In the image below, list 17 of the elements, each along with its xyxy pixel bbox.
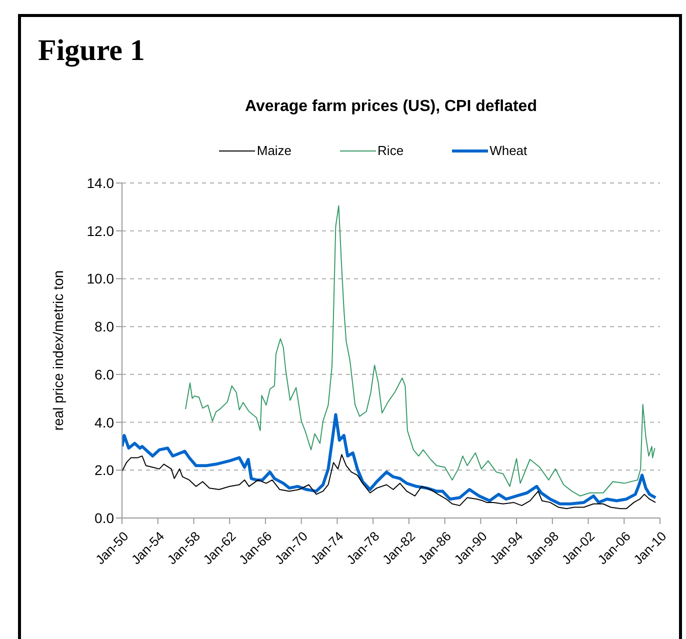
y-tick-label: 8.0	[94, 318, 114, 335]
y-tick-label: 10.0	[86, 270, 114, 287]
chart-title: Average farm prices (US), CPI deflated	[244, 98, 538, 116]
y-tick-label: 12.0	[86, 222, 114, 239]
line-series	[122, 454, 656, 510]
y-tick-label: 14.0	[86, 174, 114, 191]
caption: Figure 1	[38, 34, 145, 68]
legend-label: Rice	[378, 143, 404, 158]
line-series	[122, 413, 658, 506]
y-axis-title: real price index/metric ton	[50, 270, 66, 431]
y-tick-label: 6.0	[94, 366, 114, 382]
legend-label: Maize	[256, 143, 292, 158]
y-tick-label: 0.0	[94, 510, 114, 526]
y-tick-label: 4.0	[94, 414, 114, 430]
line-series	[185, 205, 656, 496]
legend-label: Wheat	[490, 143, 528, 158]
y-tick-label: 2.0	[94, 462, 114, 478]
